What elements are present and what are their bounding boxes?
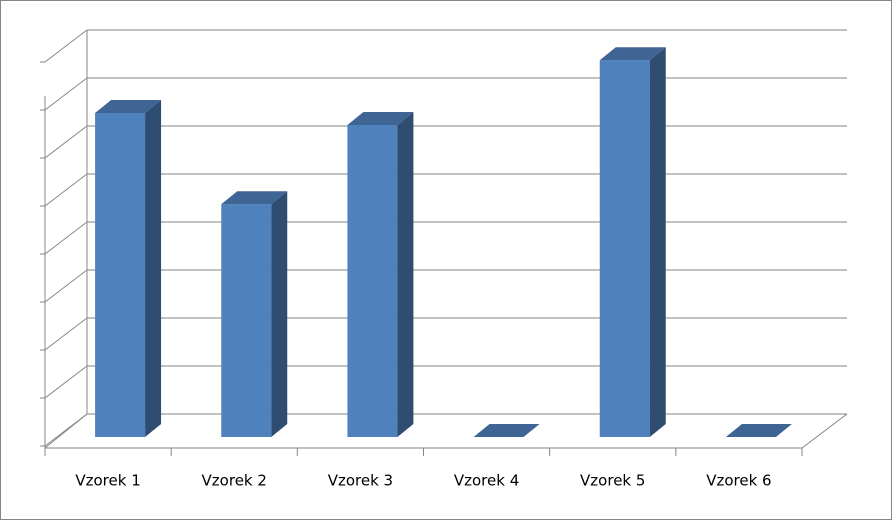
grid-line xyxy=(44,221,88,255)
bar-top xyxy=(473,424,540,437)
bar-side xyxy=(649,47,666,437)
grid-line xyxy=(44,269,88,303)
x-tick-label: Vzorek 5 xyxy=(580,472,645,490)
bar-top xyxy=(725,424,792,437)
bar-top xyxy=(599,47,666,61)
grid-line xyxy=(44,173,88,207)
grid-line xyxy=(44,125,88,159)
bar xyxy=(95,113,146,437)
x-tick-label: Vzorek 2 xyxy=(202,472,267,490)
bar xyxy=(221,204,272,437)
x-tick-label: Vzorek 6 xyxy=(706,472,771,490)
bar-top xyxy=(221,191,288,205)
grid-line xyxy=(44,317,88,351)
bar-side xyxy=(397,112,414,437)
grid-line xyxy=(44,413,88,447)
x-tick-label: Vzorek 4 xyxy=(454,472,519,490)
x-tick-label: Vzorek 1 xyxy=(75,472,140,490)
grid-line xyxy=(44,29,88,63)
grid-line xyxy=(44,77,88,111)
bar xyxy=(599,60,650,437)
x-tick-label: Vzorek 3 xyxy=(328,472,393,490)
bar-top xyxy=(347,112,414,125)
bar-side xyxy=(145,100,162,437)
grid-line xyxy=(44,365,88,399)
bar-side xyxy=(271,191,288,437)
bar xyxy=(347,125,398,437)
bar-top xyxy=(95,100,162,113)
